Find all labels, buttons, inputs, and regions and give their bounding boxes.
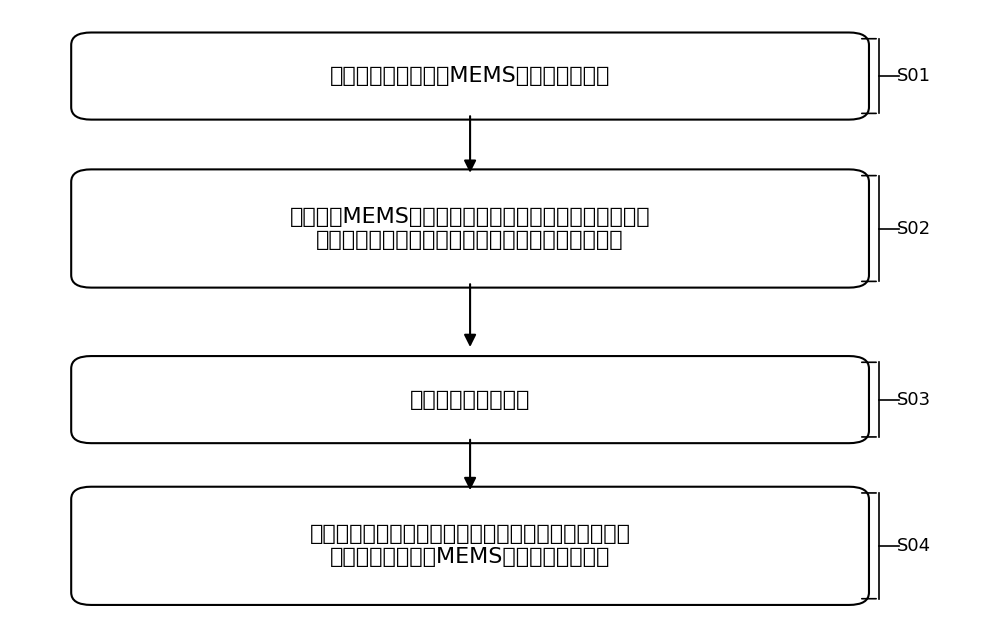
FancyBboxPatch shape bbox=[71, 356, 869, 443]
Text: S03: S03 bbox=[897, 391, 931, 409]
Text: S04: S04 bbox=[897, 537, 931, 555]
Text: 构建考虑外部干扰的MEMS陀螺动力学模型: 构建考虑外部干扰的MEMS陀螺动力学模型 bbox=[330, 66, 610, 86]
Text: 根据所述MEMS陀螺动力学模型构建用于估计不可测速度
信号的滑模观测器和用于估计外部干扰的扰动观测器: 根据所述MEMS陀螺动力学模型构建用于估计不可测速度 信号的滑模观测器和用于估计… bbox=[290, 207, 650, 250]
FancyBboxPatch shape bbox=[71, 32, 869, 119]
FancyBboxPatch shape bbox=[71, 487, 869, 605]
Text: 采用所述滑模观测器、所述扰动观测器和所述输出反馈
控制器来驱动所述MEMS陀螺仪动力学模型: 采用所述滑模观测器、所述扰动观测器和所述输出反馈 控制器来驱动所述MEMS陀螺仪… bbox=[310, 524, 631, 568]
Text: S02: S02 bbox=[897, 219, 931, 238]
FancyBboxPatch shape bbox=[71, 169, 869, 288]
Text: S01: S01 bbox=[897, 67, 931, 85]
Text: 构建输出反馈控制器: 构建输出反馈控制器 bbox=[410, 389, 530, 409]
